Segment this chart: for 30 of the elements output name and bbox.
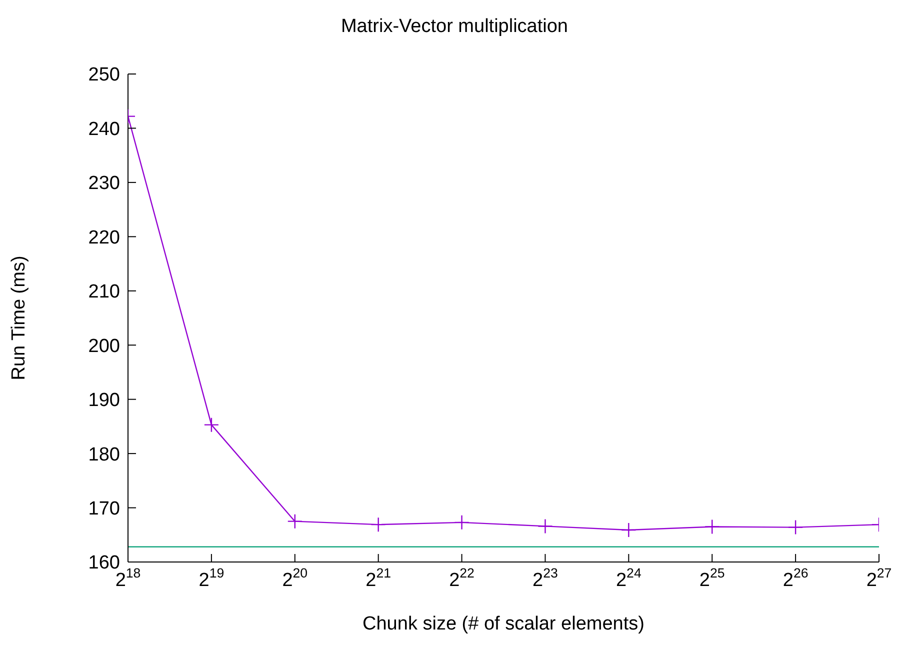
y-tick-label: 190 (88, 390, 120, 412)
x-tick-label: 2$^{24}$ (616, 565, 642, 591)
x-tick-label: 2$^{21}$ (366, 565, 392, 591)
y-tick-label: 160 (88, 552, 120, 574)
x-tick-label: 2$^{20}$ (282, 565, 308, 591)
point (287, 514, 302, 529)
x-tick-label: 2$^{25}$ (699, 565, 725, 591)
x-tick-label: 2$^{23}$ (532, 565, 558, 591)
chart-title: Matrix-Vector multiplication (340, 15, 570, 39)
y-tick-label: 240 (88, 118, 120, 140)
y-tick-label: 200 (88, 336, 120, 357)
y-tick-label: 210 (88, 282, 120, 303)
y-tick-label: 230 (88, 173, 120, 194)
x-tick-label: 2$^{22}$ (449, 565, 474, 591)
y-tick-label: 180 (88, 444, 120, 466)
point (204, 417, 220, 432)
y-axis-title: Run Time (ms) (8, 256, 30, 380)
point (704, 519, 720, 534)
x-tick-label: 2$^{19}$ (198, 565, 224, 591)
point (538, 518, 553, 534)
x-tick-label: 2$^{26}$ (782, 565, 808, 591)
x-tick-label: 2$^{27}$ (866, 565, 892, 591)
y-tick-label: 170 (88, 498, 120, 520)
point (621, 522, 636, 538)
point (788, 520, 804, 535)
y-tick-label: 220 (88, 227, 120, 248)
point (370, 516, 386, 532)
x-axis-title: Chunk size (# of scalar elements) (362, 613, 644, 634)
y-tick-label: 250 (88, 64, 120, 86)
point (454, 514, 470, 530)
